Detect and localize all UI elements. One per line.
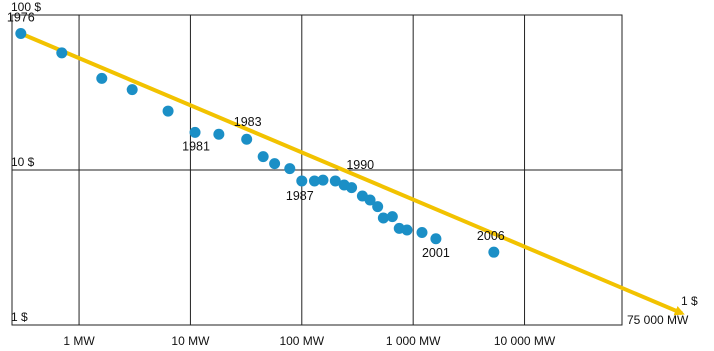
data-point <box>377 212 389 224</box>
data-point <box>56 47 68 59</box>
data-point <box>488 246 500 258</box>
data-point <box>346 182 358 194</box>
trend-line-group <box>20 31 685 316</box>
y-end-label: 1 $ <box>681 294 698 308</box>
data-point <box>372 201 384 213</box>
data-point <box>257 151 269 163</box>
year-annotation: 1990 <box>346 158 374 172</box>
data-point <box>386 211 398 223</box>
data-points <box>15 27 500 258</box>
x-tick-label: 10 MW <box>171 334 210 348</box>
y-tick-label: 1 $ <box>11 310 28 324</box>
data-point <box>162 105 174 117</box>
data-point <box>241 133 253 145</box>
x-tick-label: 100 MW <box>279 334 324 348</box>
year-annotation: 1981 <box>182 139 210 153</box>
data-point <box>213 128 225 140</box>
data-point <box>308 175 320 187</box>
data-point <box>284 163 296 175</box>
year-annotation: 2006 <box>477 229 505 243</box>
year-annotation: 1987 <box>286 189 314 203</box>
data-point <box>364 194 376 206</box>
data-point <box>329 175 341 187</box>
x-tick-label: 1 MW <box>63 334 95 348</box>
x-end-label: 75 000 MW <box>627 313 689 327</box>
year-annotation: 1983 <box>234 115 262 129</box>
data-point <box>126 84 138 96</box>
y-tick-label: 10 $ <box>11 155 35 169</box>
data-point <box>189 126 201 138</box>
data-point <box>15 27 27 39</box>
year-annotation: 2001 <box>422 246 450 260</box>
data-point <box>269 158 281 170</box>
point-annotations: 1976 1981 1983 1987 1990 2001 2006 <box>7 10 505 259</box>
grid <box>11 14 623 326</box>
x-tick-label: 1 000 MW <box>386 334 441 348</box>
data-point <box>96 72 108 84</box>
year-annotation: 1976 <box>7 10 35 24</box>
data-point <box>296 175 308 187</box>
data-point <box>317 174 329 186</box>
data-point <box>430 233 442 245</box>
tick-labels: 1 MW 10 MW 100 MW 1 000 MW 10 000 MW 100 $ 10 … <box>11 0 698 348</box>
y-tick-label: 100 $ <box>11 0 41 14</box>
data-point <box>416 227 428 239</box>
x-tick-label: 10 000 MW <box>494 334 556 348</box>
trend-arrow <box>20 31 685 316</box>
data-point <box>401 224 413 236</box>
